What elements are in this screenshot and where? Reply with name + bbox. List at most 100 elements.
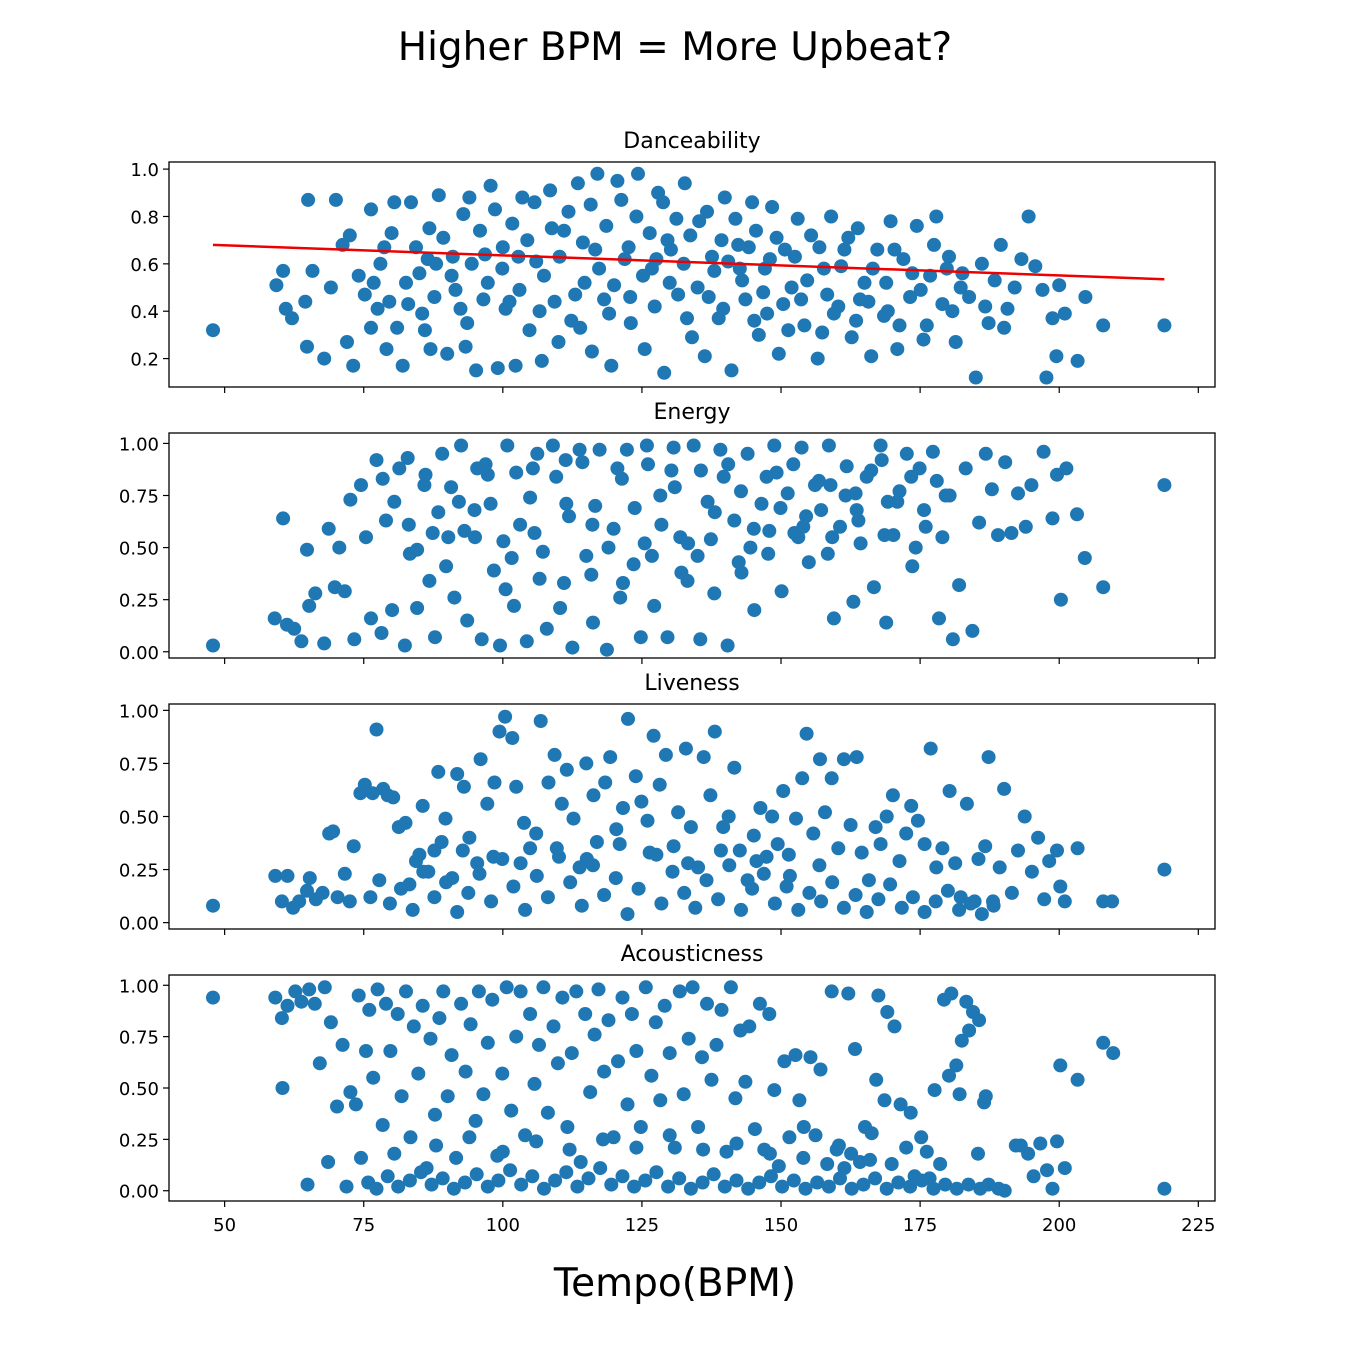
acousticness-point-50 [480,1035,495,1050]
danceability-point-111 [962,290,977,304]
acousticness-point-73 [587,1027,602,1042]
energy-point-49 [559,496,574,511]
danceability-point-34 [453,301,468,316]
energy-point-187 [849,503,864,518]
acousticness-point-49 [476,1087,491,1102]
acousticness-point-134 [880,1005,895,1019]
acousticness-point-127 [848,1042,862,1056]
acousticness-ytick-label-4: 1.00 [119,976,159,997]
acousticness-point-42 [444,1048,459,1063]
energy-point-58 [619,442,634,457]
danceability-point-138 [444,268,459,283]
acousticness-point-54 [499,980,514,995]
acousticness-point-78 [611,1054,625,1069]
energy-point-144 [588,498,603,513]
energy-point-64 [660,630,675,645]
acousticness-point-204 [672,1171,687,1186]
liveness-point-14 [342,894,357,909]
danceability-point-188 [841,230,856,245]
energy-point-180 [644,548,659,563]
liveness-point-96 [836,752,851,767]
danceability-point-6 [301,192,316,207]
energy-point-129 [387,494,402,509]
danceability-point-3 [269,278,284,293]
acousticness-point-96 [695,1050,709,1065]
acousticness-point-201 [638,1173,653,1188]
danceability-point-160 [621,240,636,255]
acousticness-point-27 [383,1044,398,1058]
acousticness-point-67 [560,1120,575,1134]
acousticness-point-167 [1040,1163,1054,1178]
danceability-point-75 [724,363,739,378]
danceability-point-49 [551,335,566,349]
danceability-point-107 [935,297,950,312]
danceability-point-43 [508,358,523,373]
energy-point-37 [480,467,495,482]
energy-point-140 [535,544,550,559]
energy-point-168 [904,469,919,484]
acousticness-point-37 [423,1031,438,1046]
acousticness-point-105 [738,1074,753,1089]
liveness-point-144 [427,890,442,905]
energy-point-62 [647,598,662,613]
acousticness-point-231 [429,1138,444,1153]
energy-point-2 [276,511,291,526]
acousticness-point-132 [871,988,886,1003]
energy-point-172 [410,542,425,557]
danceability-point-46 [529,254,544,269]
energy-point-114 [991,528,1005,543]
danceability-point-203 [547,294,562,309]
energy-point-119 [1024,478,1039,493]
energy-points [206,438,1172,657]
danceability-point-187 [834,259,849,274]
liveness-point-33 [450,767,465,781]
acousticness-point-120 [813,1062,828,1077]
danceability-point-135 [409,240,423,255]
liveness-point-183 [871,892,886,907]
danceability-point-104 [916,332,931,347]
liveness-point-124 [1004,885,1019,900]
acousticness-point-33 [406,1019,421,1034]
energy-point-43 [519,634,534,649]
acousticness-point-142 [919,1144,934,1159]
liveness-point-134 [1070,841,1085,856]
danceability-ytick-label-3: 0.8 [130,207,159,228]
acousticness-point-133 [877,1093,892,1108]
energy-point-73 [720,638,735,653]
energy-point-69 [693,632,708,647]
acousticness-point-119 [808,1128,823,1143]
energy-point-4 [287,621,302,636]
danceability-point-179 [756,285,771,300]
acousticness-point-210 [741,1181,756,1196]
energy-point-91 [839,459,854,474]
acousticness-point-89 [662,1046,677,1061]
liveness-point-202 [713,843,728,858]
acousticness-point-51 [485,992,500,1007]
danceability-point-93 [844,330,859,345]
energy-point-41 [507,598,521,613]
acousticness-point-225 [914,1173,929,1188]
energy-point-176 [527,526,542,540]
panel-energy: 0.00 0.25 0.50 0.75 1.00 Energy [119,400,1216,664]
danceability-point-210 [794,292,809,307]
liveness-point-177 [802,885,817,900]
danceability-point-232 [945,304,960,319]
acousticness-point-200 [627,1179,642,1194]
acousticness-point-87 [653,1093,668,1108]
liveness-point-1 [268,868,283,883]
acousticness-point-198 [604,1177,619,1192]
danceability-point-196 [939,261,954,276]
danceability-point-230 [880,304,895,319]
acousticness-point-82 [629,1044,644,1058]
energy-point-74 [727,513,742,528]
danceability-point-125 [1049,349,1064,364]
danceability-point-216 [415,306,430,321]
energy-point-109 [958,461,973,476]
liveness-point-78 [727,760,742,775]
energy-point-197 [530,446,545,461]
acousticness-point-91 [672,984,687,999]
acousticness-point-175 [1157,1181,1172,1196]
danceability-point-85 [790,211,805,226]
liveness-point-86 [776,784,791,798]
danceability-point-22 [379,342,394,357]
